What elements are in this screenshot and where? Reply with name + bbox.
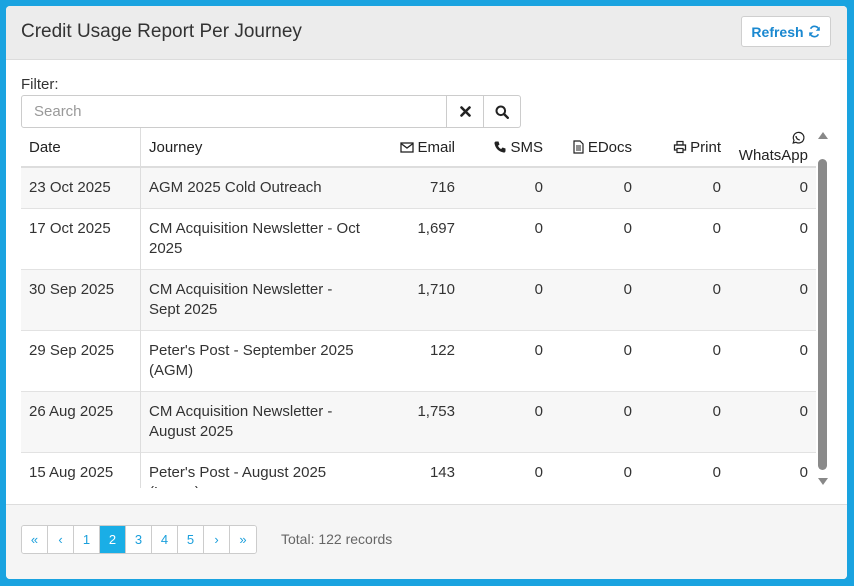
cell-sms: 0 <box>463 269 551 331</box>
close-icon <box>459 106 471 117</box>
refresh-label: Refresh <box>751 23 804 40</box>
report-table-wrap: Date Journey Email SMS EDocs Print <box>21 128 816 488</box>
search-icon <box>495 105 509 119</box>
cell-date: 23 Oct 2025 <box>21 166 141 209</box>
cell-print: 0 <box>640 208 729 270</box>
table-scrollbar[interactable] <box>817 132 829 488</box>
column-header-sms[interactable]: SMS <box>463 128 551 168</box>
page-1-button[interactable]: 1 <box>74 526 100 553</box>
cell-whatsapp: 0 <box>729 330 816 392</box>
cell-edocs: 0 <box>551 269 640 331</box>
cell-date: 30 Sep 2025 <box>21 269 141 331</box>
cell-edocs: 0 <box>551 330 640 392</box>
last-page-button[interactable]: » <box>230 526 256 553</box>
table-row[interactable]: 17 Oct 2025 CM Acquisition Newsletter - … <box>21 208 816 270</box>
cell-whatsapp: 0 <box>729 269 816 331</box>
panel-header: Credit Usage Report Per Journey Refresh <box>6 6 847 60</box>
column-header-journey[interactable]: Journey <box>140 128 369 168</box>
envelope-icon <box>400 141 415 153</box>
cell-email: 122 <box>369 330 463 392</box>
cell-edocs: 0 <box>551 452 640 488</box>
cell-print: 0 <box>640 452 729 488</box>
cell-journey: Peter's Post - September 2025 (AGM) <box>140 330 369 392</box>
table-row[interactable]: 29 Sep 2025 Peter's Post - September 202… <box>21 330 816 392</box>
cell-edocs: 0 <box>551 208 640 270</box>
pagination: « ‹ 1 2 3 4 5 › » <box>21 525 257 554</box>
report-panel: Credit Usage Report Per Journey Refresh … <box>6 6 847 579</box>
cell-sms: 0 <box>463 391 551 453</box>
cell-journey: Peter's Post - August 2025 (Loans) <box>140 452 369 488</box>
cell-edocs: 0 <box>551 391 640 453</box>
first-page-button[interactable]: « <box>22 526 48 553</box>
column-header-date[interactable]: Date <box>21 128 141 168</box>
column-header-whatsapp[interactable]: WhatsApp <box>729 128 816 168</box>
cell-journey: CM Acquisition Newsletter - August 2025 <box>140 391 369 453</box>
cell-print: 0 <box>640 166 729 209</box>
cell-date: 15 Aug 2025 <box>21 452 141 488</box>
clear-search-button[interactable] <box>447 95 484 128</box>
cell-sms: 0 <box>463 452 551 488</box>
table-row[interactable]: 15 Aug 2025 Peter's Post - August 2025 (… <box>21 452 816 488</box>
page-4-button[interactable]: 4 <box>152 526 178 553</box>
page-2-button[interactable]: 2 <box>100 526 126 553</box>
scroll-up-arrow-icon[interactable] <box>818 132 828 139</box>
refresh-icon <box>808 25 820 38</box>
cell-edocs: 0 <box>551 166 640 209</box>
cell-date: 26 Aug 2025 <box>21 391 141 453</box>
search-input[interactable] <box>21 95 447 128</box>
scroll-down-arrow-icon[interactable] <box>818 478 828 485</box>
table-row[interactable]: 23 Oct 2025 AGM 2025 Cold Outreach 716 0… <box>21 166 816 209</box>
cell-sms: 0 <box>463 330 551 392</box>
cell-whatsapp: 0 <box>729 166 816 209</box>
prev-page-button[interactable]: ‹ <box>48 526 74 553</box>
column-header-edocs[interactable]: EDocs <box>551 128 640 168</box>
next-page-button[interactable]: › <box>204 526 230 553</box>
cell-print: 0 <box>640 330 729 392</box>
cell-email: 143 <box>369 452 463 488</box>
cell-email: 1,753 <box>369 391 463 453</box>
page-3-button[interactable]: 3 <box>126 526 152 553</box>
search-button[interactable] <box>484 95 521 128</box>
column-header-email[interactable]: Email <box>369 128 463 168</box>
cell-whatsapp: 0 <box>729 208 816 270</box>
cell-print: 0 <box>640 391 729 453</box>
table-row[interactable]: 26 Aug 2025 CM Acquisition Newsletter - … <box>21 391 816 453</box>
refresh-button[interactable]: Refresh <box>741 16 831 47</box>
document-icon <box>573 139 584 154</box>
cell-whatsapp: 0 <box>729 391 816 453</box>
whatsapp-icon <box>792 131 805 144</box>
cell-email: 716 <box>369 166 463 209</box>
cell-whatsapp: 0 <box>729 452 816 488</box>
panel-footer: « ‹ 1 2 3 4 5 › » Total: 122 records <box>6 504 847 579</box>
cell-sms: 0 <box>463 166 551 209</box>
cell-journey: CM Acquisition Newsletter - Oct 2025 <box>140 208 369 270</box>
cell-email: 1,710 <box>369 269 463 331</box>
cell-print: 0 <box>640 269 729 331</box>
cell-sms: 0 <box>463 208 551 270</box>
report-table: Date Journey Email SMS EDocs Print <box>21 128 816 488</box>
table-header-row: Date Journey Email SMS EDocs Print <box>21 128 816 168</box>
printer-icon <box>674 140 687 153</box>
cell-date: 17 Oct 2025 <box>21 208 141 270</box>
cell-journey: AGM 2025 Cold Outreach <box>140 166 369 209</box>
phone-icon <box>494 141 506 153</box>
filter-label: Filter: <box>21 76 59 93</box>
table-row[interactable]: 30 Sep 2025 CM Acquisition Newsletter - … <box>21 269 816 331</box>
cell-email: 1,697 <box>369 208 463 270</box>
column-header-print[interactable]: Print <box>640 128 729 168</box>
page-title: Credit Usage Report Per Journey <box>21 21 302 42</box>
cell-journey: CM Acquisition Newsletter - Sept 2025 <box>140 269 369 331</box>
page-5-button[interactable]: 5 <box>178 526 204 553</box>
total-records: Total: 122 records <box>281 531 393 547</box>
scroll-thumb[interactable] <box>818 159 827 470</box>
cell-date: 29 Sep 2025 <box>21 330 141 392</box>
filter-row <box>21 95 521 128</box>
